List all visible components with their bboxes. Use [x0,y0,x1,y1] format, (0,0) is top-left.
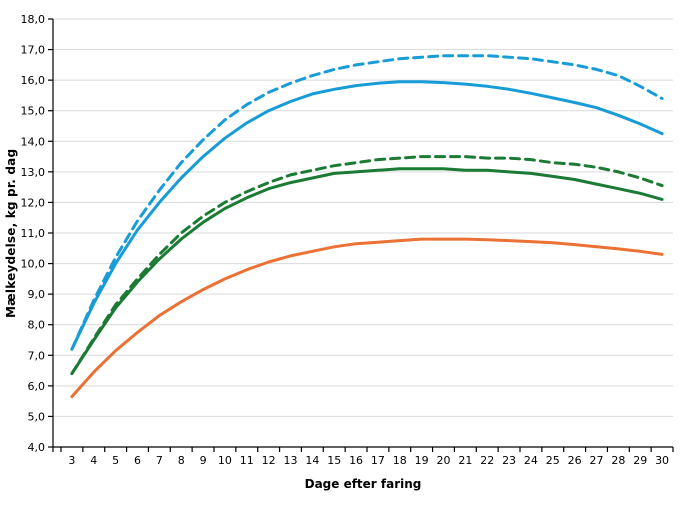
x-tick-label: 15 [327,454,341,467]
series-orange-solid [70,237,664,399]
x-tick-label: 20 [437,454,451,467]
y-tick-label: 9,0 [28,288,46,301]
x-tick-label: 28 [611,454,625,467]
y-axis-title: Mælkeydelse, kg pr. dag [4,148,18,318]
x-tick-label: 4 [90,454,97,467]
y-tick-label: 12,0 [21,196,46,209]
y-tick-label: 18,0 [21,13,46,26]
y-tick-label: 10,0 [21,258,46,271]
y-tick-label: 5,0 [28,410,46,423]
x-tick-label: 3 [68,454,75,467]
x-axis-title: Dage efter faring [304,477,422,491]
y-tick-label: 17,0 [21,44,46,57]
x-tick-label: 6 [134,454,141,467]
y-tick-label: 4,0 [28,441,46,454]
y-tick-label: 15,0 [21,105,46,118]
x-tick-label: 5 [112,454,119,467]
series-green-solid [70,167,664,376]
x-tick-label: 19 [415,454,429,467]
x-tick-label: 29 [633,454,647,467]
series-blue-dashed [70,54,664,351]
x-tick-label: 11 [240,454,254,467]
y-tick-label: 6,0 [28,380,46,393]
x-tick-label: 17 [371,454,385,467]
x-tick-label: 30 [655,454,669,467]
x-tick-label: 12 [262,454,276,467]
y-tick-label: 11,0 [21,227,46,240]
x-tick-label: 7 [156,454,163,467]
x-tick-label: 22 [480,454,494,467]
x-tick-label: 8 [178,454,185,467]
series-blue-solid [70,80,664,351]
x-tick-label: 23 [502,454,516,467]
y-tick-label: 8,0 [28,319,46,332]
x-tick-label: 16 [349,454,363,467]
y-tick-label: 13,0 [21,166,46,179]
x-tick-label: 24 [524,454,538,467]
x-tick-label: 9 [200,454,207,467]
x-tick-label: 13 [284,454,298,467]
x-tick-label: 10 [218,454,232,467]
x-tick-label: 14 [305,454,319,467]
x-tick-label: 26 [568,454,582,467]
x-tick-label: 27 [590,454,604,467]
series-green-dashed [70,155,664,376]
y-tick-label: 16,0 [21,74,46,87]
x-tick-label: 21 [458,454,472,467]
x-tick-label: 25 [546,454,560,467]
y-tick-label: 7,0 [28,349,46,362]
x-tick-label: 18 [393,454,407,467]
y-tick-label: 14,0 [21,135,46,148]
